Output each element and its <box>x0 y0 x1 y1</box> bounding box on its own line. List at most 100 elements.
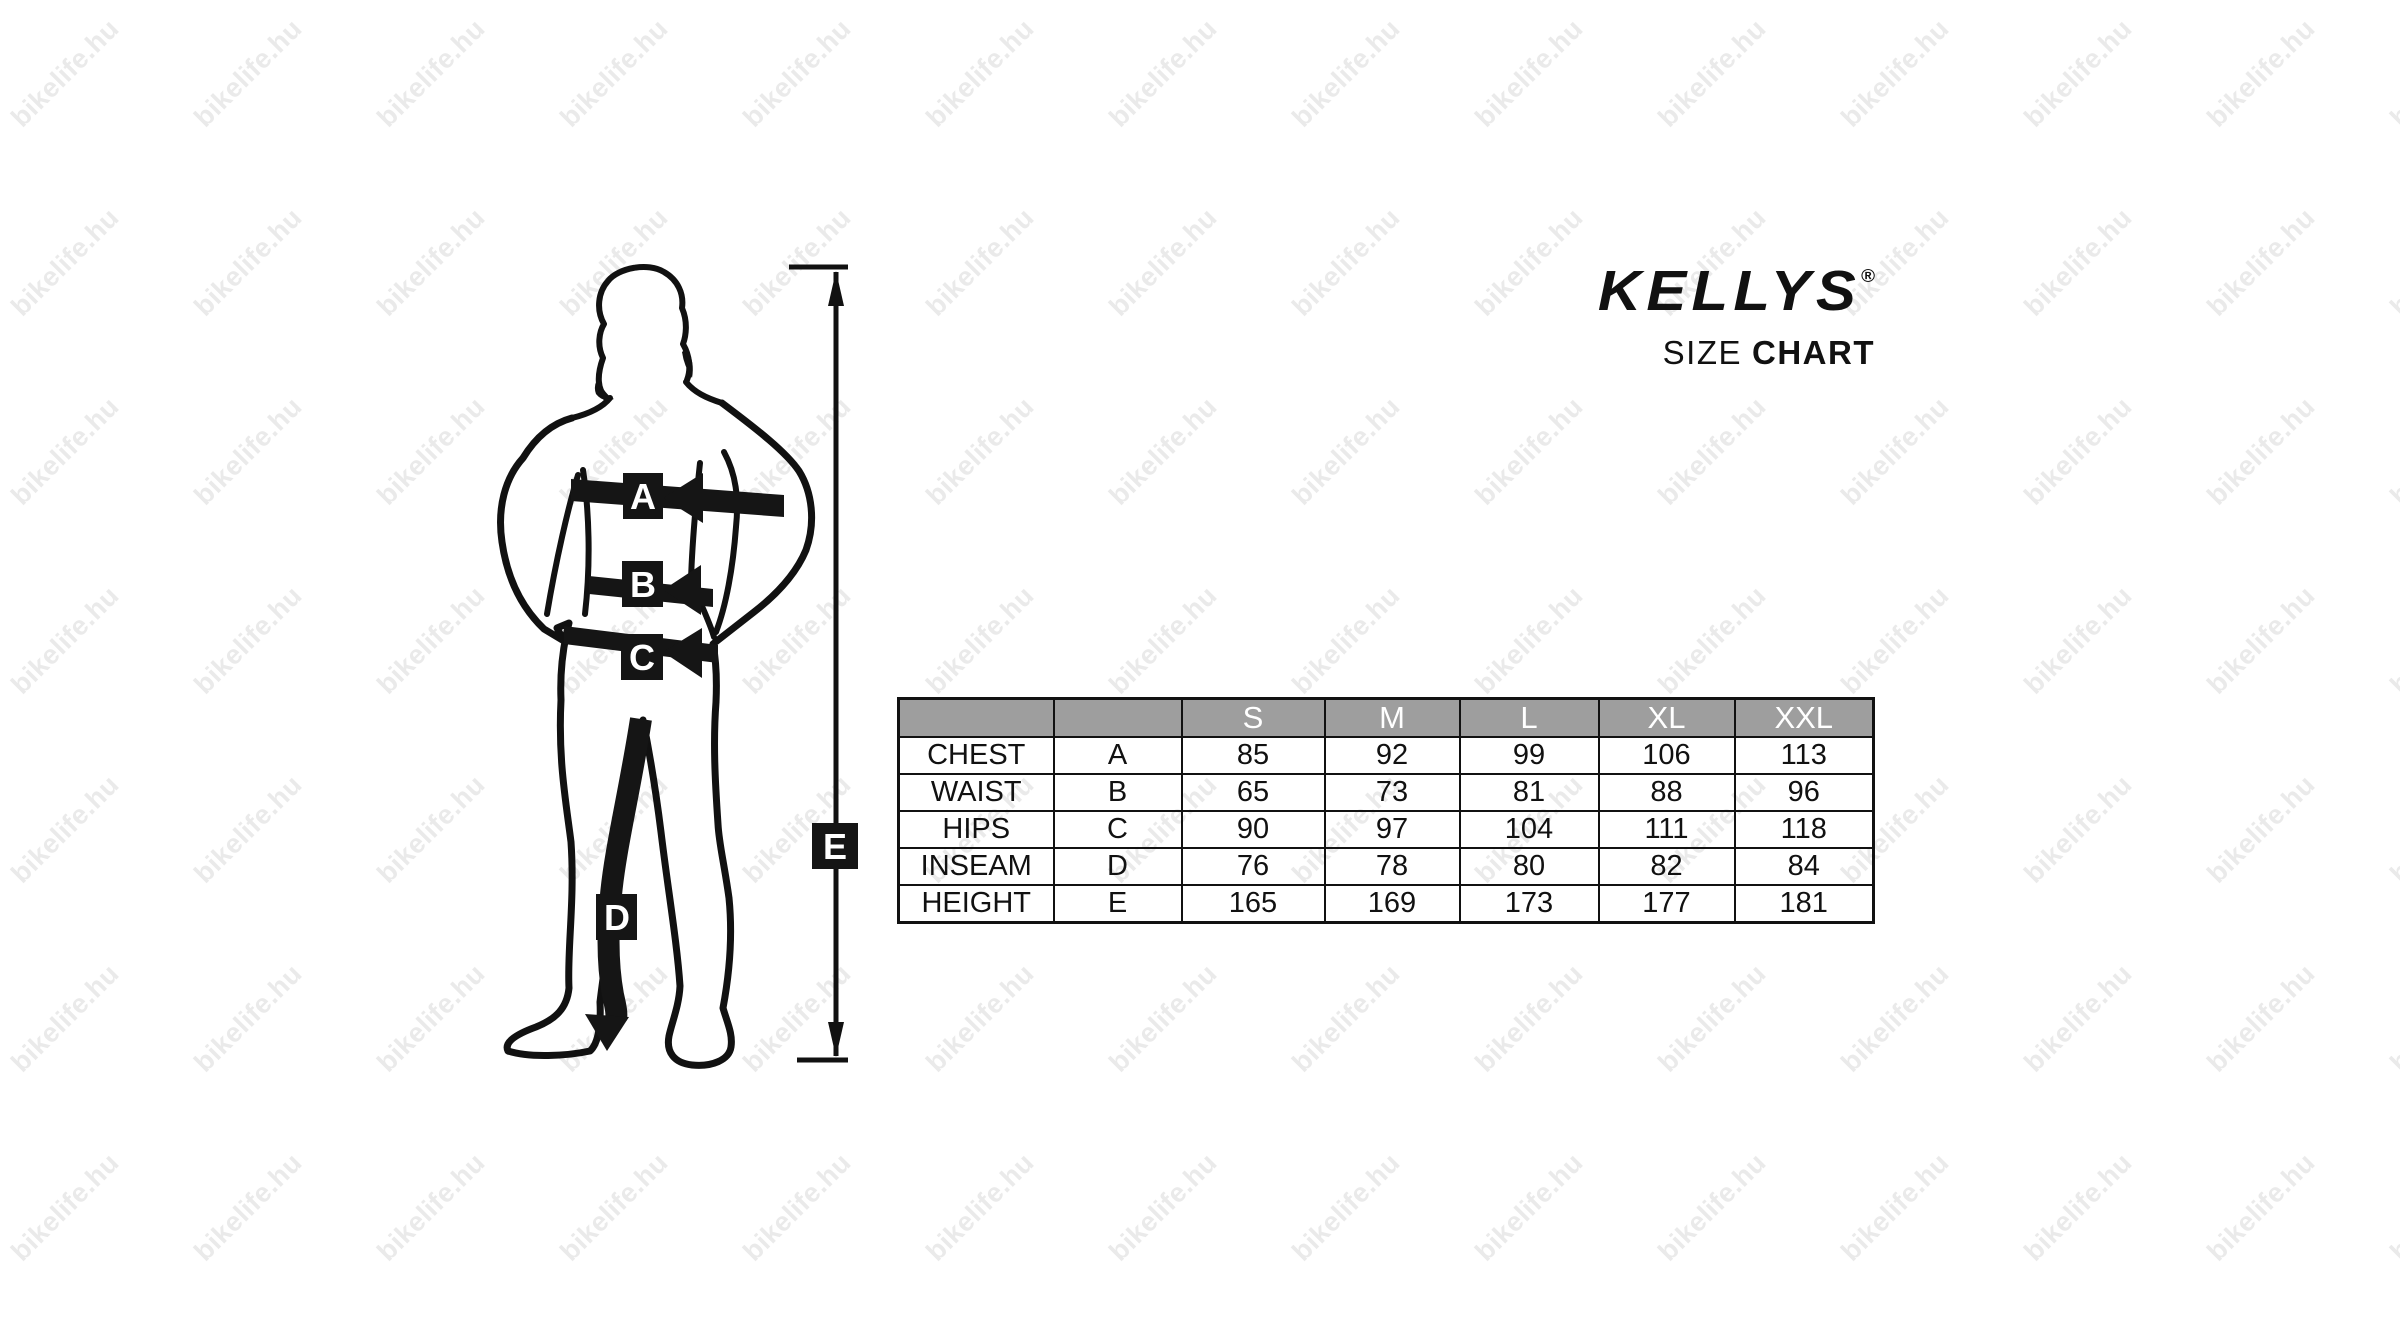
watermark-text: bikelife.hu <box>920 202 1040 322</box>
size-column-header: M <box>1323 697 1461 738</box>
measurement-label-cell: WAIST <box>897 773 1055 812</box>
chest-arrow-icon <box>663 473 703 523</box>
registered-trademark-icon: ® <box>1861 266 1875 286</box>
watermark-text: bikelife.hu <box>5 391 125 511</box>
hips-label: C <box>629 637 655 678</box>
watermark-text: bikelife.hu <box>2018 13 2138 133</box>
table-row: INSEAM D 76 78 80 82 84 <box>897 847 1875 886</box>
measurement-value-cell: 73 <box>1323 773 1461 812</box>
watermark-text: bikelife.hu <box>5 580 125 700</box>
watermark-text: bikelife.hu <box>2384 580 2400 700</box>
watermark-text: bikelife.hu <box>1835 580 1955 700</box>
height-label-box <box>812 823 858 869</box>
size-column-header <box>1052 697 1183 738</box>
measurement-letter-cell: D <box>1052 847 1183 886</box>
measurement-value-cell: 81 <box>1458 773 1600 812</box>
watermark-text: bikelife.hu <box>920 13 1040 133</box>
waist-label: B <box>630 564 656 605</box>
watermark-text: bikelife.hu <box>554 13 674 133</box>
height-label: E <box>823 826 847 867</box>
size-table-wrap: S M L XL XXL CHEST A 85 92 99 106 113 WAIST B 65 7… <box>897 697 1875 924</box>
watermark-text: bikelife.hu <box>535 1317 693 1334</box>
measurement-value-cell: 96 <box>1733 773 1875 812</box>
measurement-value-cell: 85 <box>1180 736 1326 775</box>
neck-right-line <box>683 379 725 406</box>
brand-block: KELLYS® SIZE CHART <box>1495 258 1875 372</box>
height-arrow-down-icon <box>828 1022 844 1057</box>
watermark-text: bikelife.hu <box>2201 958 2321 1078</box>
hips-label-box <box>621 634 663 680</box>
waist-arrow-icon <box>663 565 701 615</box>
watermark-text: bikelife.hu <box>2365 1317 2400 1334</box>
height-arrow-up-icon <box>828 271 844 306</box>
watermark-text: bikelife.hu <box>1469 580 1589 700</box>
inseam-arrowhead-icon <box>585 1014 629 1051</box>
watermark-text: bikelife.hu <box>1286 202 1406 322</box>
kellys-logo-text: KELLYS <box>1597 259 1862 323</box>
watermark-text: bikelife.hu <box>2018 202 2138 322</box>
measurement-label-cell: INSEAM <box>897 847 1055 886</box>
watermark-text: bikelife.hu <box>2384 769 2400 889</box>
subtitle-chart: CHART <box>1752 334 1875 371</box>
watermark-text: bikelife.hu <box>2201 1147 2321 1267</box>
watermark-text: bikelife.hu <box>2201 769 2321 889</box>
size-column-header <box>897 697 1055 738</box>
watermark-text: bikelife.hu <box>1469 13 1589 133</box>
watermark-text: bikelife.hu <box>188 13 308 133</box>
watermark-text: bikelife.hu <box>1652 1147 1772 1267</box>
table-row: HEIGHT E 165 169 173 177 181 <box>897 884 1875 924</box>
watermark-text: bikelife.hu <box>1450 1317 1608 1334</box>
measurement-value-cell: 165 <box>1180 884 1326 924</box>
watermark-text: bikelife.hu <box>554 1147 674 1267</box>
waist-label-box <box>622 561 663 607</box>
measurement-value-cell: 113 <box>1733 736 1875 775</box>
watermark-text: bikelife.hu <box>1652 580 1772 700</box>
watermark-text: bikelife.hu <box>0 1317 144 1334</box>
figure-svg: A B C D E <box>497 264 858 1069</box>
watermark-text: bikelife.hu <box>1633 1317 1791 1334</box>
watermark-text: bikelife.hu <box>920 580 1040 700</box>
measurement-value-cell: 78 <box>1323 847 1461 886</box>
watermark-text: bikelife.hu <box>1103 391 1223 511</box>
watermark-text: bikelife.hu <box>1084 1317 1242 1334</box>
measurement-value-cell: 90 <box>1180 810 1326 849</box>
watermark-text: bikelife.hu <box>2201 13 2321 133</box>
watermark-text: bikelife.hu <box>188 1147 308 1267</box>
watermark-text: bikelife.hu <box>2018 391 2138 511</box>
inseam-arrow-line <box>597 717 652 1021</box>
measurement-value-cell: 111 <box>1597 810 1736 849</box>
measurement-value-cell: 169 <box>1323 884 1461 924</box>
watermark-text: bikelife.hu <box>2384 1147 2400 1267</box>
watermark-text: bikelife.hu <box>2182 1317 2340 1334</box>
right-arm-inner-edge <box>713 449 741 635</box>
measurement-label-cell: HIPS <box>897 810 1055 849</box>
watermark-text: bikelife.hu <box>5 13 125 133</box>
measurement-value-cell: 80 <box>1458 847 1600 886</box>
watermark-text: bikelife.hu <box>1835 1147 1955 1267</box>
watermark-text: bikelife.hu <box>188 769 308 889</box>
inseam-label: D <box>604 897 630 938</box>
size-column-header: L <box>1458 697 1600 738</box>
watermark-text: bikelife.hu <box>2018 1147 2138 1267</box>
measurement-label-cell: HEIGHT <box>897 884 1055 924</box>
watermark-text: bikelife.hu <box>920 1147 1040 1267</box>
watermark-text: bikelife.hu <box>5 769 125 889</box>
watermark-text: bikelife.hu <box>1835 13 1955 133</box>
watermark-text: bikelife.hu <box>2018 769 2138 889</box>
watermark-text: bikelife.hu <box>169 1317 327 1334</box>
hips-arrow-icon <box>663 628 702 678</box>
watermark-text: bikelife.hu <box>1469 1147 1589 1267</box>
watermark-text: bikelife.hu <box>1103 13 1223 133</box>
watermark-text: bikelife.hu <box>2201 580 2321 700</box>
watermark-text: bikelife.hu <box>2018 580 2138 700</box>
watermark-text: bikelife.hu <box>920 391 1040 511</box>
watermark-text: bikelife.hu <box>188 958 308 1078</box>
watermark-text: bikelife.hu <box>737 1147 857 1267</box>
watermark-text: bikelife.hu <box>5 1147 125 1267</box>
inseam-label-box <box>596 894 637 940</box>
measurement-label-cell: CHEST <box>897 736 1055 775</box>
measurement-value-cell: 97 <box>1323 810 1461 849</box>
watermark-text: bikelife.hu <box>2384 202 2400 322</box>
